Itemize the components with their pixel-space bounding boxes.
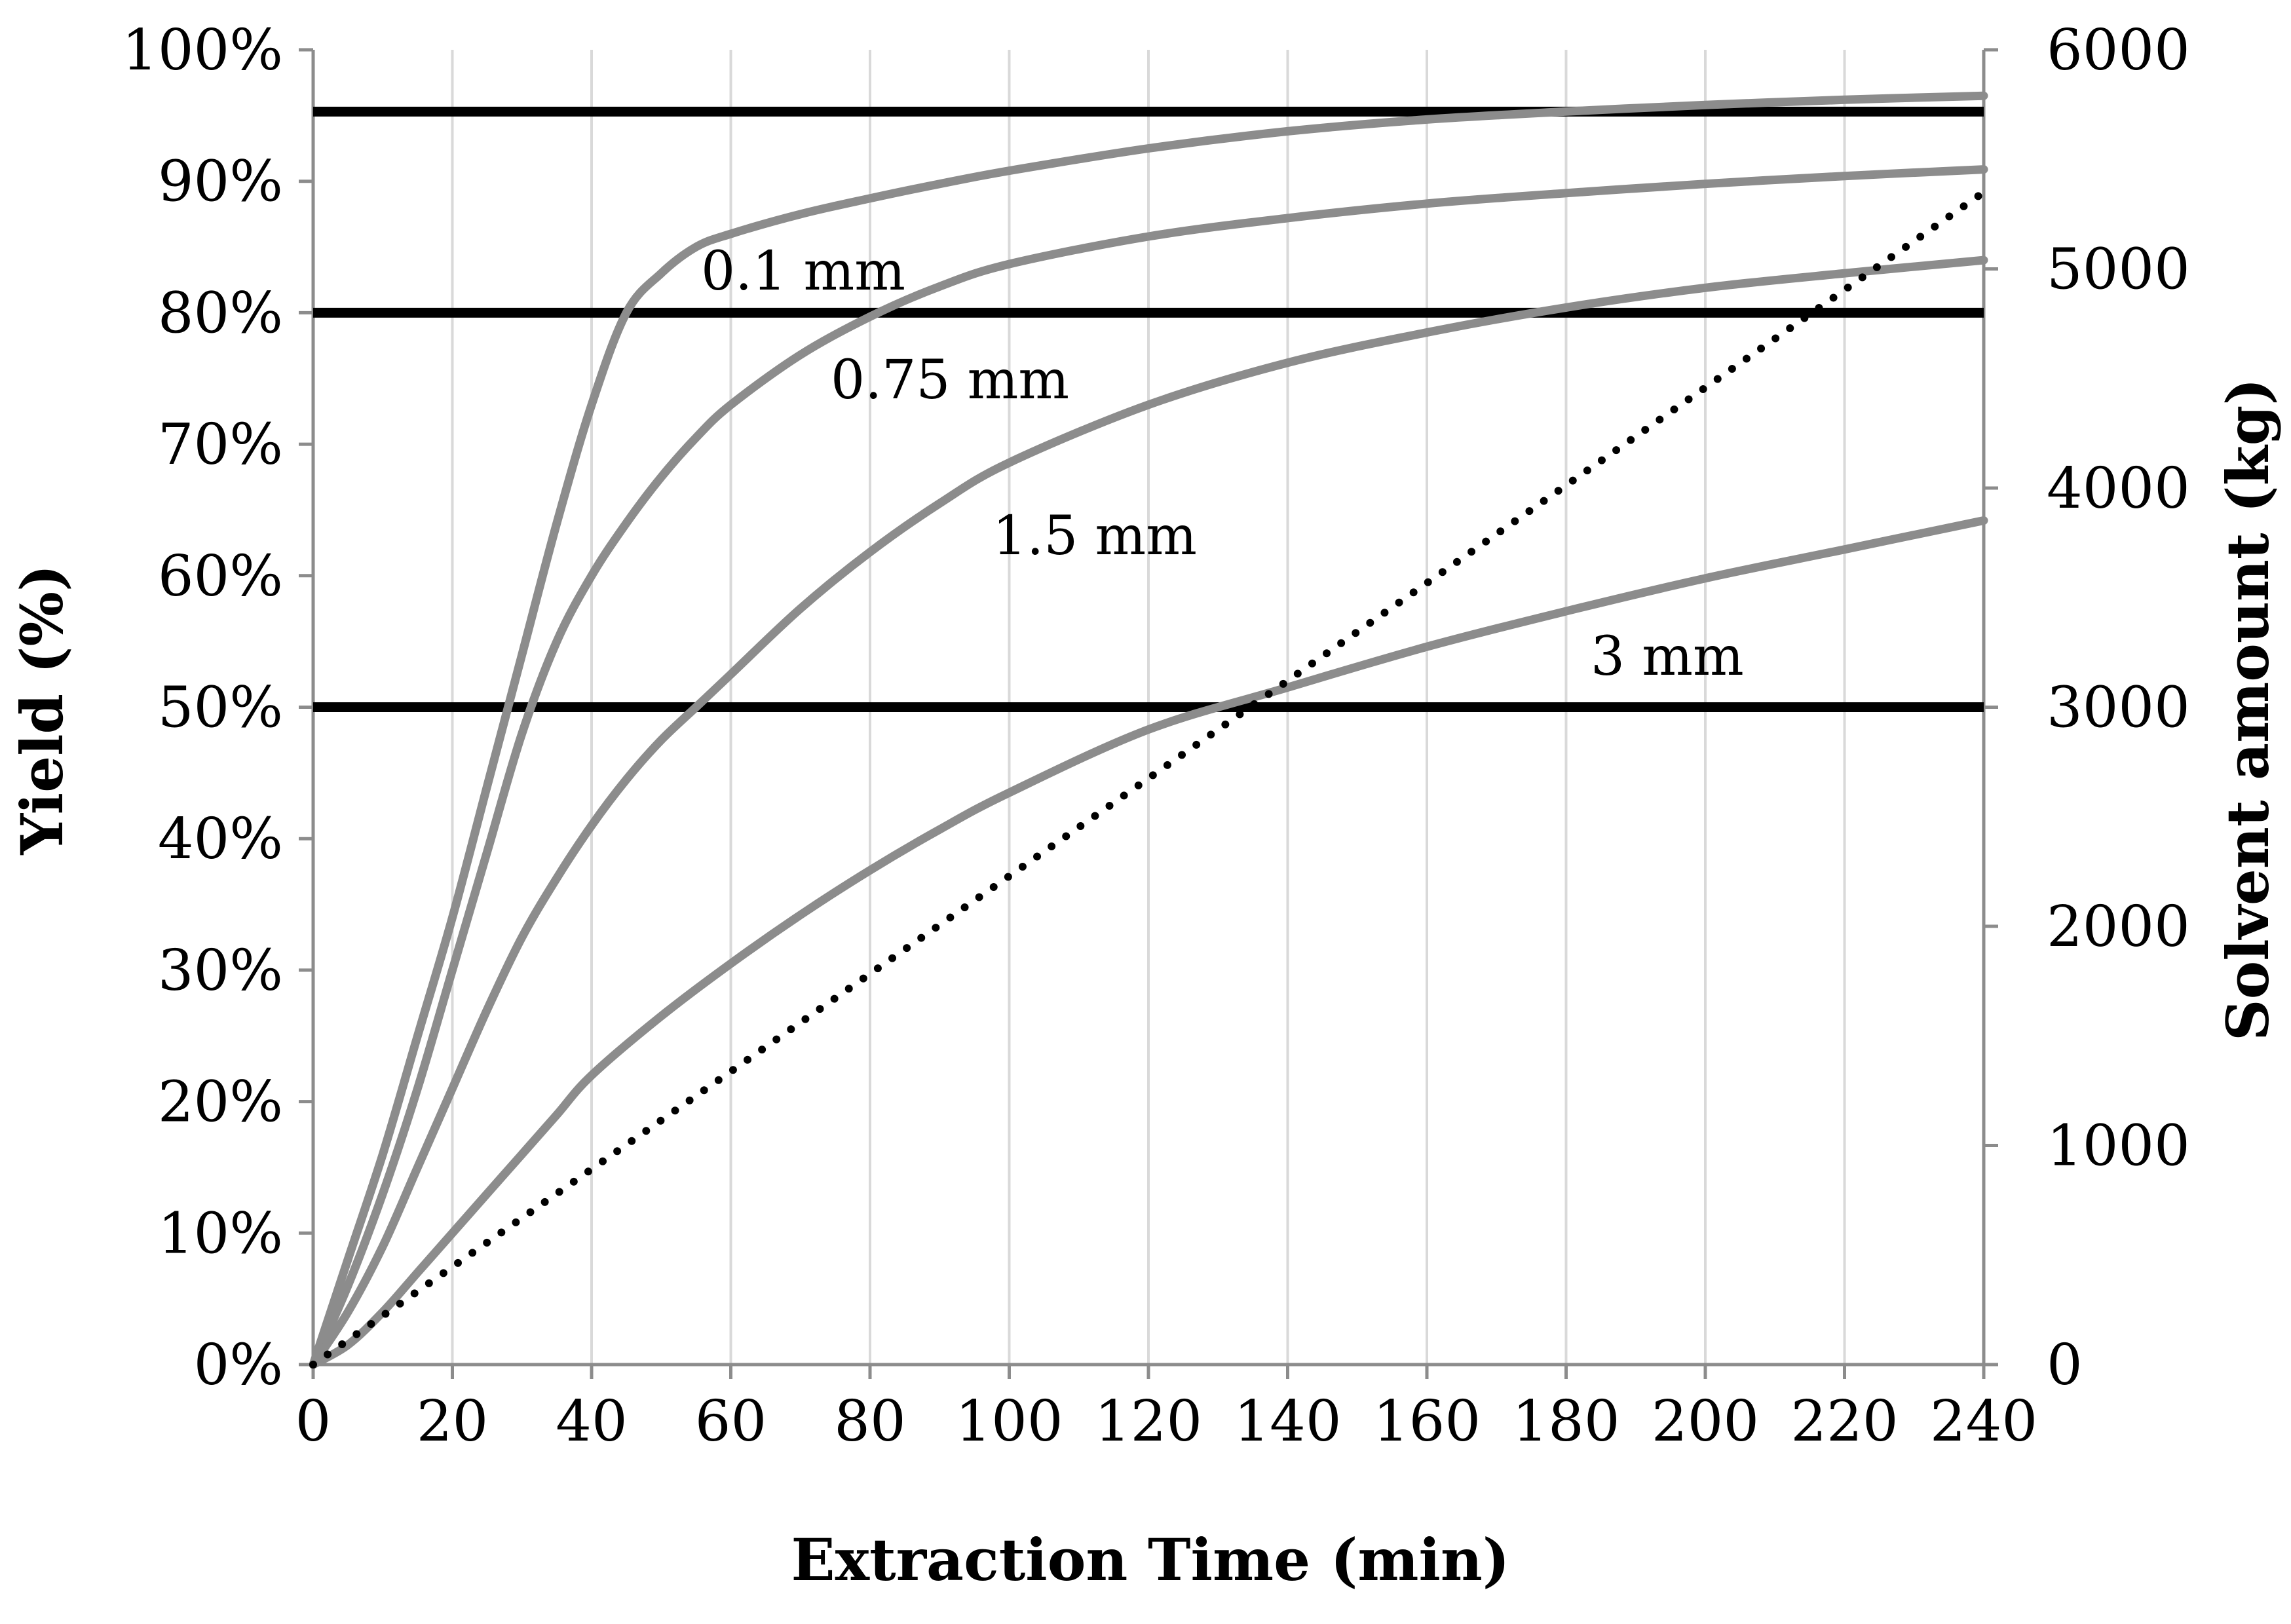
y2-tick-label-0: 0	[2047, 1332, 2083, 1398]
y2-tick-label-3000: 3000	[2047, 675, 2190, 741]
x-tick-label-160: 160	[1373, 1389, 1481, 1454]
axes-layer: 0 20 40 60 80 100 120 140 160 180 200 220 240 0% 10% 20…	[122, 18, 2190, 1454]
x-tick-label-180: 180	[1512, 1389, 1619, 1454]
y2-tick-label-1000: 1000	[2047, 1114, 2190, 1179]
y2-tick-label-2000: 2000	[2047, 894, 2190, 960]
y-tick-label-3: 30%	[158, 938, 283, 1004]
y-tick-label-4: 40%	[158, 806, 283, 872]
x-tick-label-120: 120	[1095, 1389, 1202, 1454]
y-tick-label-0: 0%	[194, 1332, 283, 1398]
curve-label-0.1mm: 0.1 mm	[701, 240, 905, 303]
curve-label-0.75mm: 0.75 mm	[831, 349, 1069, 411]
x-axis-title: Extraction Time (min)	[791, 1526, 1510, 1594]
x-tick-label-200: 200	[1652, 1389, 1759, 1454]
x-tick-label-220: 220	[1790, 1389, 1898, 1454]
y2-tick-label-5000: 5000	[2047, 237, 2190, 303]
y-tick-label-1: 10%	[158, 1201, 283, 1266]
y2-tick-label-4000: 4000	[2047, 456, 2190, 521]
y-tick-label-10: 100%	[122, 18, 283, 83]
reference-lines	[313, 106, 1984, 712]
x-tick-label-240: 240	[1930, 1389, 2037, 1454]
series-layer	[309, 91, 1988, 1369]
y-axis-title: Yield (%)	[8, 564, 76, 855]
x-tick-label-0: 0	[295, 1389, 331, 1454]
y2-tick-label-6000: 6000	[2047, 18, 2190, 83]
y-tick-label-7: 70%	[158, 412, 283, 478]
label-layer: 0.1 mm 0.75 mm 1.5 mm 3 mm	[701, 240, 1744, 688]
x-tick-label-140: 140	[1234, 1389, 1341, 1454]
series-1-5-mm-line	[309, 255, 1988, 1369]
series-solvent-amount-line	[309, 188, 1988, 1369]
series-0-75-mm-line	[309, 165, 1988, 1369]
x-tick-label-100: 100	[955, 1389, 1063, 1454]
series-3-mm-line	[309, 516, 1988, 1369]
x-tick-label-20: 20	[417, 1389, 488, 1454]
y-tick-label-2: 20%	[158, 1070, 283, 1135]
y-tick-label-8: 80%	[158, 280, 283, 346]
y-tick-label-9: 90%	[158, 149, 283, 215]
curve-label-3mm: 3 mm	[1591, 626, 1744, 688]
y-tick-label-6: 60%	[158, 544, 283, 609]
y2-axis-title: Solvent amount (kg)	[2214, 378, 2282, 1041]
series-0-1-mm-line	[309, 91, 1988, 1369]
x-tick-label-40: 40	[556, 1389, 627, 1454]
y-tick-label-5: 50%	[158, 675, 283, 741]
x-tick-label-60: 60	[695, 1389, 767, 1454]
curve-label-1.5mm: 1.5 mm	[993, 505, 1197, 567]
x-tick-label-80: 80	[834, 1389, 905, 1454]
